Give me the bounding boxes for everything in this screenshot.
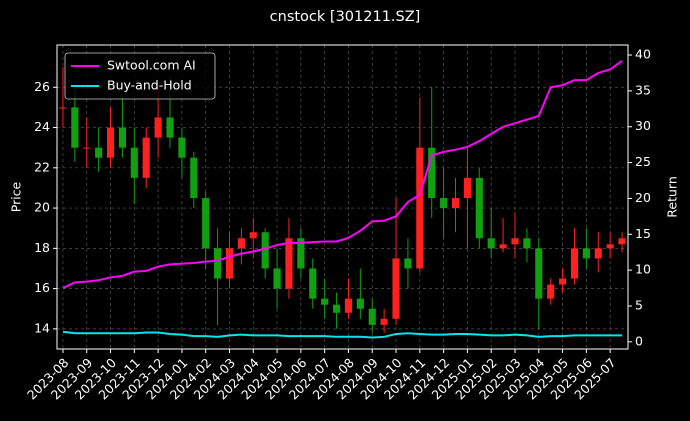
candle-body bbox=[535, 248, 543, 299]
plot-frame bbox=[56, 44, 629, 350]
candle-body bbox=[332, 304, 341, 313]
y-axis-label: Price bbox=[9, 181, 24, 212]
candle-body bbox=[273, 268, 281, 289]
series-line bbox=[62, 330, 623, 339]
candle-body bbox=[178, 137, 186, 158]
candle-body bbox=[190, 157, 198, 199]
candle-body bbox=[166, 117, 174, 138]
candle-body bbox=[547, 284, 555, 299]
candle-body bbox=[559, 278, 567, 285]
candle-body bbox=[463, 177, 471, 199]
y2-axis-label: Return bbox=[665, 176, 680, 217]
legend-box bbox=[64, 52, 216, 100]
candle-body bbox=[356, 298, 364, 309]
candle-body bbox=[368, 308, 376, 325]
y2-tick-label: 35 bbox=[635, 82, 651, 97]
candle-body bbox=[142, 137, 150, 178]
candle-body bbox=[154, 117, 162, 138]
candle-body bbox=[285, 238, 293, 289]
y-tick-label: 24 bbox=[34, 119, 50, 134]
candle-body bbox=[83, 147, 91, 149]
y2-tick-label: 25 bbox=[635, 154, 651, 169]
candle-body bbox=[392, 258, 400, 319]
candle-body bbox=[249, 232, 257, 239]
candle-body bbox=[130, 147, 138, 178]
y2-tick-label: 40 bbox=[635, 47, 651, 62]
candle-body bbox=[225, 248, 234, 279]
candle-body bbox=[594, 248, 602, 259]
y2-tick-label: 30 bbox=[635, 118, 651, 133]
candle-body bbox=[451, 198, 460, 209]
candle-body bbox=[428, 147, 436, 199]
candle-body bbox=[606, 244, 614, 249]
candle-body bbox=[404, 258, 412, 269]
legend-label: Swtool.com AI bbox=[107, 58, 196, 73]
candle-body bbox=[237, 238, 245, 249]
candle-body bbox=[582, 248, 590, 259]
candle-body bbox=[344, 298, 353, 313]
candle-body bbox=[297, 238, 305, 269]
y2-tick-label: 15 bbox=[635, 226, 651, 241]
candle-body bbox=[440, 198, 448, 209]
candle-body bbox=[261, 232, 269, 269]
candle-body bbox=[118, 127, 126, 148]
candle-body bbox=[106, 127, 115, 158]
y2-tick-label: 5 bbox=[635, 297, 643, 312]
candle-body bbox=[416, 147, 424, 269]
candle-body bbox=[570, 248, 579, 279]
candle-body bbox=[202, 198, 210, 249]
candle-body bbox=[487, 238, 495, 249]
candle-body bbox=[511, 238, 519, 245]
candle-body bbox=[71, 107, 79, 148]
y2-tick-label: 20 bbox=[635, 190, 651, 205]
series-line bbox=[62, 59, 623, 289]
y-tick-label: 26 bbox=[34, 79, 50, 94]
candle-body bbox=[214, 248, 222, 279]
candle-body bbox=[499, 244, 507, 249]
candle-body bbox=[618, 238, 626, 245]
y2-tick-label: 10 bbox=[635, 262, 651, 277]
chart-title: cnstock [301211.SZ] bbox=[270, 9, 421, 25]
candle-body bbox=[380, 318, 388, 325]
candle-body bbox=[95, 147, 103, 158]
candle-body bbox=[59, 107, 67, 109]
y-tick-label: 22 bbox=[34, 159, 50, 174]
legend-label: Buy-and-Hold bbox=[107, 78, 192, 93]
y-tick-label: 14 bbox=[34, 320, 50, 335]
candle-body bbox=[475, 177, 483, 239]
candle-body bbox=[321, 298, 329, 305]
y-tick-label: 16 bbox=[34, 280, 50, 295]
y2-tick-label: 0 bbox=[635, 333, 643, 348]
candle-body bbox=[523, 238, 531, 249]
y-tick-label: 18 bbox=[34, 240, 50, 255]
candle-body bbox=[309, 268, 317, 299]
y-tick-label: 20 bbox=[34, 200, 50, 215]
